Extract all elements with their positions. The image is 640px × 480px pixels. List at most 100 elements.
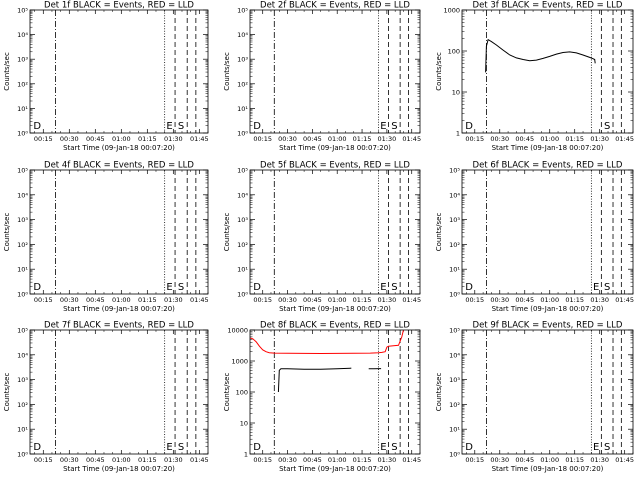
x-tick-label: 01:45: [190, 296, 209, 304]
marker-label-s: S: [391, 442, 397, 453]
y-axis-label: Counts/sec: [3, 213, 11, 252]
y-tick-label: 10³: [17, 56, 28, 64]
y-tick-label: 10⁵: [17, 327, 28, 335]
x-tick-label: 01:15: [565, 135, 584, 143]
y-tick-label: 10²: [449, 241, 460, 249]
y-tick-label: 10²: [17, 241, 28, 249]
panel-title: Det 5f BLACK = Events, RED = LLD: [260, 161, 410, 171]
x-tick-label: 00:30: [60, 296, 79, 304]
x-tick-label: 00:30: [490, 456, 509, 464]
marker-label-e: E: [593, 282, 599, 293]
x-tick-label: 01:30: [164, 135, 183, 143]
x-tick-label: 00:45: [303, 296, 322, 304]
x-tick-label: 00:45: [86, 135, 105, 143]
x-axis-label: Start Time (09-Jan-18 00:07:20): [492, 144, 604, 152]
y-axis-label: Counts/sec: [223, 213, 231, 252]
x-tick-label: 00:15: [34, 296, 53, 304]
y-tick-label: 10²: [17, 80, 28, 88]
x-tick-label: 00:45: [515, 135, 534, 143]
panel-title: Det 7f BLACK = Events, RED = LLD: [44, 321, 194, 331]
lld-series-line: [250, 330, 404, 355]
y-tick-label: 10¹: [237, 105, 248, 113]
y-tick-label: 10⁰: [449, 291, 460, 299]
plot-frame: [249, 9, 421, 134]
x-tick-label: 00:30: [490, 296, 509, 304]
y-axis-label: Counts/sec: [223, 52, 231, 91]
y-tick-label: 10⁵: [449, 327, 460, 335]
marker-label-e: E: [166, 121, 172, 132]
x-axis-label: Start Time (09-Jan-18 00:07:20): [492, 465, 604, 473]
x-tick-label: 01:15: [565, 296, 584, 304]
marker-label-d: D: [253, 282, 261, 293]
panel-det-8f: Det 8f BLACK = Events, RED = LLD Counts/s…: [223, 321, 421, 474]
x-tick-label: 00:45: [515, 296, 534, 304]
marker-label-d: D: [33, 442, 41, 453]
y-tick-label: 100: [236, 389, 248, 397]
panel-det-3f: Det 3f BLACK = Events, RED = LLD Counts/s…: [435, 1, 634, 153]
x-axis-label: Start Time (09-Jan-18 00:07:20): [63, 465, 175, 473]
x-tick-label: 01:15: [565, 456, 584, 464]
panel-det-1f: Det 1f BLACK = Events, RED = LLD Counts/s…: [3, 1, 209, 153]
plot-frame: [461, 9, 634, 134]
x-axis-label: Start Time (09-Jan-18 00:07:20): [63, 305, 175, 313]
y-tick-label: 10⁰: [237, 291, 248, 299]
y-tick-label: 10³: [237, 56, 248, 64]
y-axis-label: Counts/sec: [435, 52, 443, 91]
panel-det-9f: Det 9f BLACK = Events, RED = LLD Counts/s…: [435, 321, 634, 474]
y-tick-label: 10⁰: [237, 130, 248, 138]
marker-label-e: E: [593, 442, 599, 453]
x-tick-label: 00:15: [465, 456, 484, 464]
x-tick-label: 01:15: [138, 456, 157, 464]
panel-title: Det 8f BLACK = Events, RED = LLD: [260, 321, 410, 331]
y-tick-label: 10000: [227, 327, 248, 335]
y-tick-label: 10¹: [237, 266, 248, 274]
x-tick-label: 00:15: [253, 456, 272, 464]
x-tick-label: 01:15: [353, 135, 372, 143]
y-tick-label: 10⁵: [17, 7, 28, 15]
x-tick-label: 01:30: [590, 456, 609, 464]
y-tick-label: 10⁴: [449, 351, 460, 359]
x-tick-label: 00:45: [303, 456, 322, 464]
plot-frame: [29, 329, 209, 455]
x-tick-label: 01:45: [402, 296, 421, 304]
x-tick-label: 00:15: [253, 135, 272, 143]
x-tick-label: 01:45: [402, 456, 421, 464]
panel-det-7f: Det 7f BLACK = Events, RED = LLD Counts/s…: [3, 321, 209, 474]
y-tick-label: 10⁴: [237, 31, 248, 39]
marker-label-e: E: [380, 442, 386, 453]
x-tick-label: 00:45: [303, 135, 322, 143]
x-tick-label: 01:45: [615, 456, 634, 464]
y-tick-label: 1: [244, 451, 248, 459]
x-tick-label: 00:15: [465, 296, 484, 304]
marker-label-s: S: [604, 121, 610, 132]
y-tick-label: 10⁴: [17, 31, 28, 39]
y-tick-label: 10⁵: [237, 167, 248, 175]
marker-label-d: D: [33, 121, 41, 132]
y-tick-label: 10²: [17, 401, 28, 409]
panel-det-4f: Det 4f BLACK = Events, RED = LLD Counts/s…: [3, 161, 209, 314]
y-tick-label: 10⁵: [449, 167, 460, 175]
events-series-line: [277, 367, 352, 393]
plot-frame: [29, 9, 209, 134]
plot-frame: [249, 329, 421, 455]
panel-title: Det 1f BLACK = Events, RED = LLD: [44, 1, 194, 11]
y-tick-label: 1: [456, 130, 460, 138]
y-axis-label: Counts/sec: [3, 52, 11, 91]
y-tick-label: 1000: [231, 358, 248, 366]
marker-label-d: D: [253, 121, 261, 132]
y-tick-label: 10⁴: [17, 191, 28, 199]
y-tick-label: 10⁰: [449, 451, 460, 459]
x-tick-label: 01:30: [164, 296, 183, 304]
x-tick-label: 01:00: [328, 296, 347, 304]
marker-label-d: D: [253, 442, 261, 453]
y-tick-label: 10⁴: [17, 351, 28, 359]
x-tick-label: 00:15: [34, 456, 53, 464]
y-tick-label: 10²: [237, 80, 248, 88]
y-tick-label: 10: [240, 420, 248, 428]
panel-title: Det 9f BLACK = Events, RED = LLD: [473, 321, 623, 331]
y-tick-label: 10⁴: [449, 191, 460, 199]
marker-label-e: E: [166, 282, 172, 293]
x-tick-label: 00:30: [278, 456, 297, 464]
marker-label-e: E: [166, 442, 172, 453]
